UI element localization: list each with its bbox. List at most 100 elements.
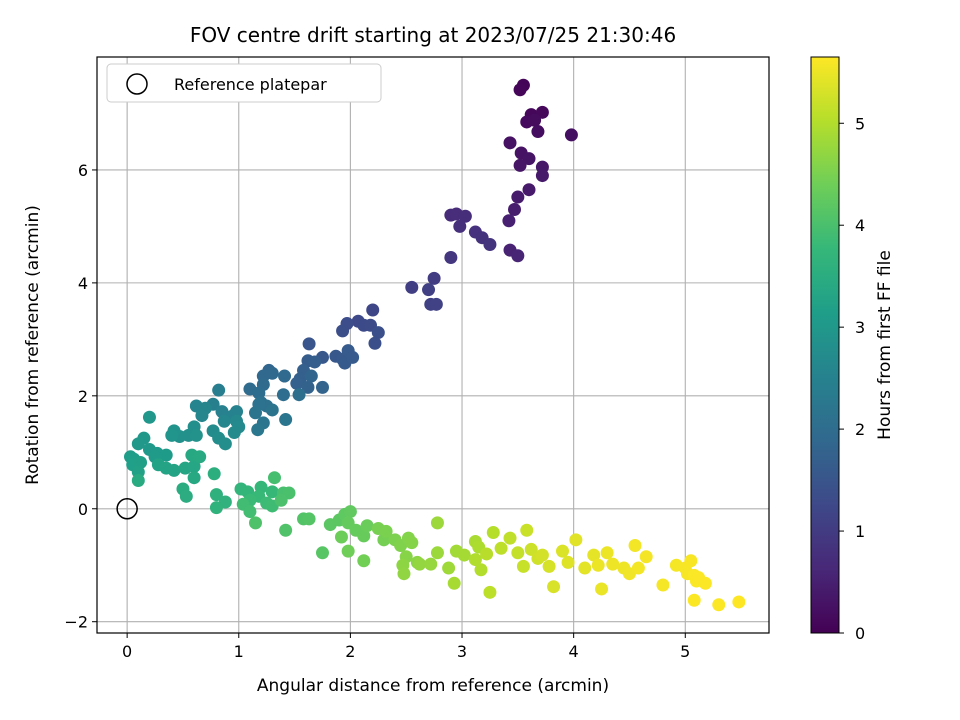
data-point xyxy=(212,383,226,397)
y-tick-label: 6 xyxy=(78,161,88,180)
data-point xyxy=(494,541,508,555)
data-point xyxy=(483,585,497,599)
data-point xyxy=(457,548,471,562)
data-point xyxy=(458,209,472,223)
data-point xyxy=(698,576,712,590)
data-point xyxy=(230,405,244,419)
reference-platepar-marker xyxy=(116,498,138,520)
data-point xyxy=(131,437,145,451)
plot-frame xyxy=(96,56,770,634)
data-point xyxy=(276,388,290,402)
data-point xyxy=(279,413,293,427)
data-point xyxy=(522,152,536,166)
data-point xyxy=(227,426,241,440)
x-axis-ticks: 0 1 2 3 4 5 xyxy=(122,633,690,661)
data-point xyxy=(308,355,322,369)
data-point xyxy=(167,463,181,477)
data-point xyxy=(249,406,263,420)
data-point xyxy=(187,459,201,473)
data-point xyxy=(371,326,385,340)
colorbar-tick-label: 0 xyxy=(855,624,865,643)
chart-title: FOV centre drift starting at 2023/07/25 … xyxy=(190,23,676,47)
data-point xyxy=(278,369,292,383)
x-tick-label: 4 xyxy=(569,642,579,661)
x-tick-label: 2 xyxy=(345,642,355,661)
legend: Reference platepar xyxy=(106,63,382,103)
data-point xyxy=(302,337,316,351)
data-point xyxy=(535,548,549,562)
data-point xyxy=(179,489,193,503)
data-point xyxy=(513,158,527,172)
data-point xyxy=(547,580,561,594)
data-point xyxy=(189,428,203,442)
x-tick-label: 0 xyxy=(122,642,132,661)
data-point xyxy=(292,388,306,402)
legend-marker-icon xyxy=(126,73,148,95)
colorbar-gradient xyxy=(810,56,840,634)
data-point xyxy=(427,271,441,285)
x-tick-label: 5 xyxy=(680,642,690,661)
x-tick-label: 3 xyxy=(457,642,467,661)
data-point xyxy=(218,437,232,451)
data-point xyxy=(639,550,653,564)
y-tick-label: −2 xyxy=(64,613,88,632)
data-point xyxy=(732,595,746,609)
data-point xyxy=(511,546,525,560)
y-tick-label: 0 xyxy=(78,500,88,519)
data-point xyxy=(405,280,419,294)
data-point xyxy=(290,376,304,390)
data-point xyxy=(535,169,549,183)
y-tick-label: 4 xyxy=(78,274,88,293)
colorbar-ticks: 0 1 2 3 4 5 xyxy=(839,114,865,643)
data-point xyxy=(447,576,461,590)
colorbar: 0 1 2 3 4 5 Hours from first FF file xyxy=(810,56,895,643)
data-point xyxy=(334,530,348,544)
colorbar-tick-label: 4 xyxy=(855,216,865,235)
data-point xyxy=(357,554,371,568)
legend-box xyxy=(106,63,382,103)
data-point xyxy=(209,488,223,502)
y-axis-label: Rotation from reference (arcmin) xyxy=(23,205,43,485)
data-point xyxy=(535,105,549,119)
x-tick-label: 1 xyxy=(234,642,244,661)
data-point xyxy=(251,423,265,437)
data-point xyxy=(159,448,173,462)
data-point xyxy=(243,505,257,519)
data-point xyxy=(422,283,436,297)
x-axis-label: Angular distance from reference (arcmin) xyxy=(257,676,609,696)
data-point xyxy=(368,336,382,350)
data-point xyxy=(315,380,329,394)
data-point xyxy=(542,559,556,573)
y-axis-ticks: −2 0 2 4 6 xyxy=(64,161,97,632)
data-point xyxy=(430,516,444,530)
data-point xyxy=(503,531,517,545)
data-point xyxy=(468,553,482,567)
data-point xyxy=(606,557,620,571)
data-point xyxy=(165,428,179,442)
data-point xyxy=(304,369,318,383)
data-point xyxy=(483,237,497,251)
colorbar-tick-label: 1 xyxy=(855,522,865,541)
data-point xyxy=(712,598,726,612)
data-point xyxy=(442,561,456,575)
data-point xyxy=(424,557,438,571)
data-point xyxy=(595,582,609,596)
data-point xyxy=(531,125,545,139)
data-point xyxy=(687,593,701,607)
data-point xyxy=(513,83,527,97)
data-point xyxy=(503,136,517,150)
reference-marker-group xyxy=(116,498,138,520)
data-point xyxy=(187,471,201,485)
data-point xyxy=(591,558,605,572)
data-point xyxy=(405,536,419,550)
data-point xyxy=(561,555,575,569)
data-point xyxy=(301,380,315,394)
data-point xyxy=(249,516,263,530)
data-point xyxy=(193,450,207,464)
data-point xyxy=(631,561,645,575)
data-point xyxy=(131,474,145,488)
data-point xyxy=(413,557,427,571)
colorbar-tick-label: 3 xyxy=(855,318,865,337)
legend-entry-reference: Reference platepar xyxy=(174,75,327,94)
data-point xyxy=(142,410,156,424)
